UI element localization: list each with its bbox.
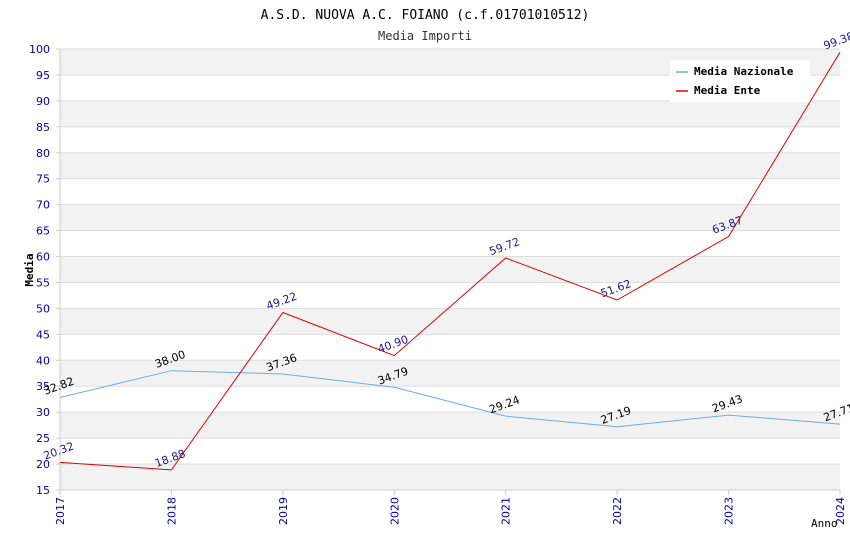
data-label: 40.90 [376,333,410,356]
y-tick-label: 90 [36,95,50,108]
x-tick-label: 2024 [834,497,847,525]
x-axis-label: Anno [811,517,838,530]
background-bands [60,49,840,490]
legend-box [670,60,810,102]
y-tick-label: 30 [36,406,50,419]
y-tick-label: 80 [36,147,50,160]
y-tick-label: 85 [36,121,50,134]
grid-band [60,152,840,179]
x-tick-label: 2019 [277,497,290,525]
grid-band [60,204,840,231]
chart-title: A.S.D. NUOVA A.C. FOIANO (c.f.0170101051… [261,8,590,23]
grid-band [60,256,840,283]
y-tick-label: 50 [36,302,50,315]
y-tick-label: 15 [36,484,50,497]
x-tick-label: 2020 [388,497,401,525]
y-tick-label: 65 [36,225,50,238]
y-tick-label: 75 [36,173,50,186]
chart-subtitle: Media Importi [378,29,472,43]
y-tick-labels: 15 20 25 30 35 40 45 50 55 60 65 70 75 80 85 90 95 100 [29,43,50,497]
x-tick-label: 2021 [500,497,513,525]
legend: Media Nazionale Media Ente [670,60,810,102]
y-tick-label: 100 [29,43,50,56]
series-line-media-ente [59,51,841,471]
data-label: 59.72 [487,235,521,258]
x-tick-label: 2022 [611,497,624,525]
grid-band [60,100,840,127]
x-tick-label: 2017 [54,497,67,525]
x-tick-labels: 2017 2018 2019 2020 2021 2022 2023 2024 [54,490,847,525]
y-tick-label: 25 [36,432,50,445]
legend-label-media-ente: Media Ente [694,84,761,97]
x-tick-label: 2023 [723,497,736,525]
y-tick-label: 95 [36,69,50,82]
series-lines [59,51,841,471]
data-label: 32.82 [42,375,76,398]
grid-band [60,360,840,387]
y-tick-label: 60 [36,251,50,264]
y-tick-label: 70 [36,199,50,212]
y-tick-label: 45 [36,328,50,341]
y-tick-label: 35 [36,380,50,393]
x-tick-label: 2018 [165,497,178,525]
y-axis-label: Media [23,253,36,286]
axes [59,49,840,491]
legend-label-media-nazionale: Media Nazionale [694,65,794,78]
grid-band [60,308,840,335]
grid-band [60,412,840,439]
grid-band [60,464,840,490]
grid-lines [56,48,840,491]
y-tick-label: 20 [36,458,50,471]
series-line-media-nazionale [59,370,841,428]
y-tick-label: 55 [36,276,50,289]
y-tick-label: 40 [36,354,50,367]
